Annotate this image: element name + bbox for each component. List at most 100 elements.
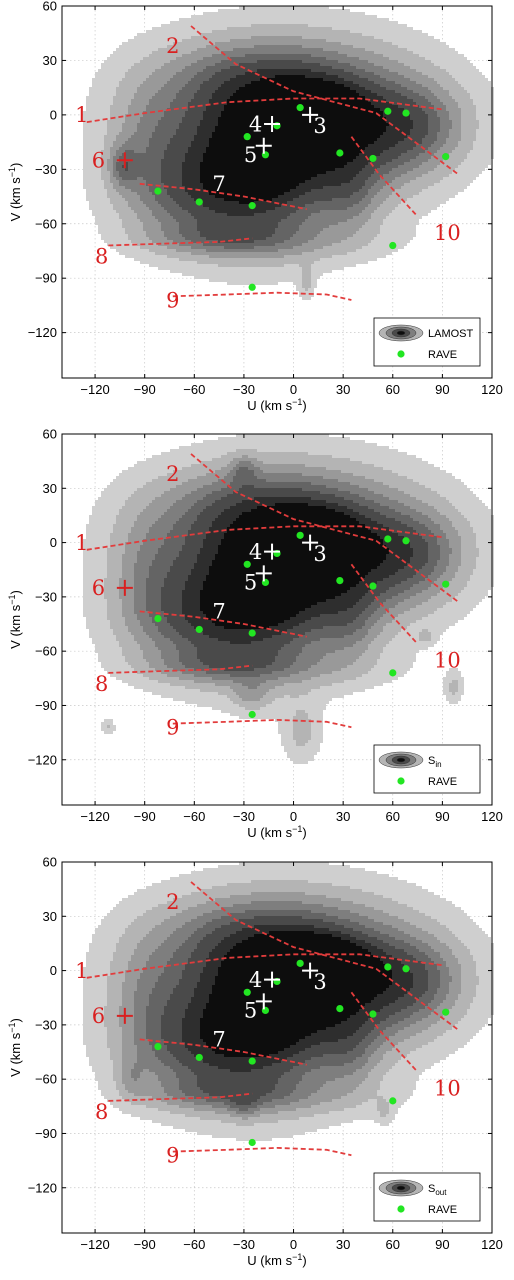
contour-cell — [182, 72, 185, 75]
contour-cell — [140, 132, 143, 135]
contour-cell — [197, 84, 200, 87]
contour-cell — [152, 78, 155, 81]
contour-cell — [203, 258, 206, 261]
contour-cell — [152, 90, 155, 93]
contour-cell — [167, 177, 170, 180]
contour-cell — [200, 156, 203, 159]
contour-cell — [89, 144, 92, 147]
contour-cell — [188, 27, 191, 30]
contour-cell — [107, 138, 110, 141]
contour-cell — [221, 132, 224, 135]
contour-cell — [221, 27, 224, 30]
contour-cell — [152, 51, 155, 54]
contour-cell — [227, 15, 230, 18]
contour-cell — [227, 63, 230, 66]
contour-cell — [245, 72, 248, 75]
contour-cell — [143, 147, 146, 150]
contour-cell — [173, 81, 176, 84]
contour-cell — [203, 201, 206, 204]
contour-cell — [134, 102, 137, 105]
contour-cell — [95, 84, 98, 87]
contour-cell — [146, 57, 149, 60]
contour-cell — [170, 126, 173, 129]
contour-cell — [200, 72, 203, 75]
contour-cell — [239, 219, 242, 222]
contour-cell — [155, 51, 158, 54]
contour-cell — [116, 48, 119, 51]
contour-cell — [230, 177, 233, 180]
contour-cell — [104, 66, 107, 69]
contour-cell — [95, 192, 98, 195]
contour-cell — [113, 72, 116, 75]
contour-cell — [245, 171, 248, 174]
contour-cell — [203, 231, 206, 234]
contour-cell — [224, 69, 227, 72]
contour-cell — [152, 69, 155, 72]
contour-cell — [164, 111, 167, 114]
contour-cell — [146, 144, 149, 147]
contour-cell — [191, 225, 194, 228]
contour-cell — [230, 111, 233, 114]
contour-cell — [125, 228, 128, 231]
contour-cell — [206, 201, 209, 204]
contour-cell — [185, 54, 188, 57]
contour-cell — [164, 216, 167, 219]
contour-cell — [128, 210, 131, 213]
contour-cell — [86, 165, 89, 168]
contour-cell — [137, 132, 140, 135]
contour-cell — [161, 114, 164, 117]
contour-cell — [110, 222, 113, 225]
contour-cell — [110, 54, 113, 57]
contour-cell — [110, 60, 113, 63]
contour-cell — [146, 126, 149, 129]
contour-cell — [104, 237, 107, 240]
contour-cell — [200, 159, 203, 162]
contour-cell — [125, 84, 128, 87]
contour-cell — [110, 198, 113, 201]
contour-cell — [146, 159, 149, 162]
contour-cell — [98, 81, 101, 84]
contour-cell — [227, 246, 230, 249]
contour-cell — [92, 90, 95, 93]
contour-cell — [176, 207, 179, 210]
contour-cell — [230, 123, 233, 126]
contour-cell — [197, 69, 200, 72]
contour-cell — [140, 42, 143, 45]
contour-cell — [221, 69, 224, 72]
contour-cell — [254, 36, 257, 39]
contour-cell — [158, 180, 161, 183]
contour-cell — [194, 48, 197, 51]
contour-cell — [197, 18, 200, 21]
contour-cell — [146, 72, 149, 75]
contour-cell — [149, 48, 152, 51]
contour-cell — [134, 225, 137, 228]
contour-cell — [188, 99, 191, 102]
contour-cell — [137, 60, 140, 63]
contour-cell — [197, 183, 200, 186]
contour-cell — [215, 75, 218, 78]
contour-cell — [134, 246, 137, 249]
contour-cell — [128, 252, 131, 255]
contour-cell — [155, 27, 158, 30]
contour-cell — [122, 126, 125, 129]
contour-cell — [149, 144, 152, 147]
contour-cell — [170, 225, 173, 228]
contour-cell — [191, 39, 194, 42]
contour-cell — [128, 102, 131, 105]
contour-cell — [203, 60, 206, 63]
contour-cell — [209, 78, 212, 81]
contour-cell — [239, 69, 242, 72]
contour-cell — [206, 156, 209, 159]
contour-cell — [188, 210, 191, 213]
contour-cell — [221, 144, 224, 147]
contour-cell — [209, 60, 212, 63]
contour-cell — [92, 189, 95, 192]
contour-cell — [251, 96, 254, 99]
contour-cell — [155, 180, 158, 183]
contour-cell — [236, 228, 239, 231]
contour-cell — [176, 213, 179, 216]
contour-cell — [164, 234, 167, 237]
contour-cell — [242, 129, 245, 132]
contour-cell — [173, 159, 176, 162]
contour-cell — [89, 126, 92, 129]
